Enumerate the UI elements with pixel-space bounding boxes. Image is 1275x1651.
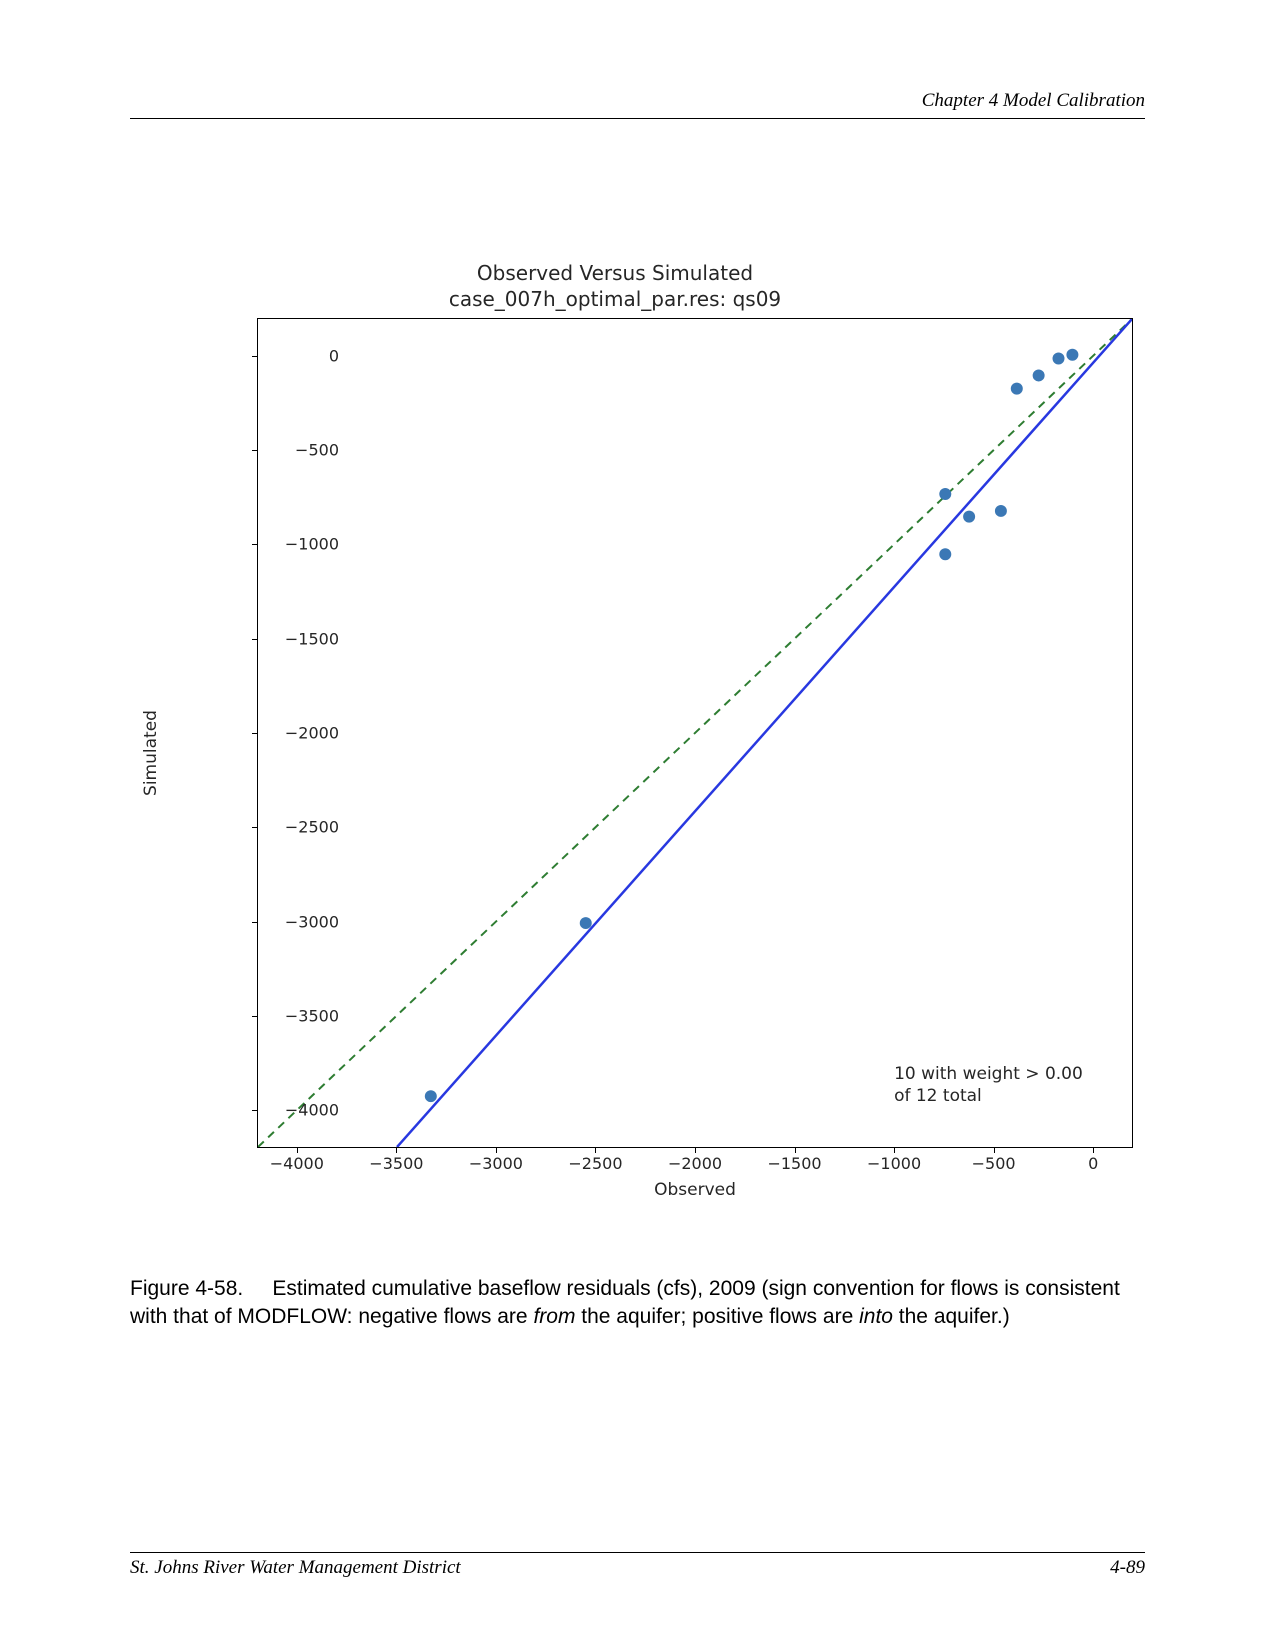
header-chapter-title: Chapter 4 Model Calibration — [130, 90, 1145, 118]
x-tick-mark — [496, 1148, 497, 1153]
x-tick-label: −500 — [972, 1154, 1016, 1173]
x-tick-label: 0 — [1088, 1154, 1098, 1173]
y-tick-mark — [252, 356, 257, 357]
y-tick-label: −3000 — [285, 912, 339, 931]
x-tick-mark — [894, 1148, 895, 1153]
x-tick-mark — [695, 1148, 696, 1153]
y-tick-mark — [252, 544, 257, 545]
y-tick-label: −3500 — [285, 1006, 339, 1025]
y-tick-label: −1000 — [285, 535, 339, 554]
y-tick-label: −1500 — [285, 629, 339, 648]
y-tick-mark — [252, 450, 257, 451]
y-tick-label: −2500 — [285, 818, 339, 837]
plot-area: Simulated Observed −4000−3500−3000−2500−… — [173, 318, 1135, 1188]
x-tick-label: −2500 — [568, 1154, 622, 1173]
axis-frame — [257, 318, 1133, 1148]
chart-annotation-line1: 10 with weight > 0.00 — [894, 1063, 1083, 1086]
y-tick-label: −2000 — [285, 724, 339, 743]
x-tick-mark — [1093, 1148, 1094, 1153]
footer-rule — [130, 1552, 1145, 1553]
y-tick-label: 0 — [329, 346, 339, 365]
caption-mid: the aquifer; positive flows are — [575, 1305, 859, 1328]
y-axis-label: Simulated — [141, 710, 161, 796]
plot-svg — [258, 319, 1132, 1147]
y-tick-mark — [252, 733, 257, 734]
caption-em-from: from — [533, 1305, 575, 1328]
x-tick-mark — [297, 1148, 298, 1153]
chart-title-line1: Observed Versus Simulated — [95, 260, 1135, 286]
y-tick-mark — [252, 827, 257, 828]
figure-number: Figure 4-58. — [130, 1277, 243, 1300]
x-tick-mark — [595, 1148, 596, 1153]
page-header: Chapter 4 Model Calibration — [130, 90, 1145, 119]
y-tick-mark — [252, 1110, 257, 1111]
page-footer: St. Johns River Water Management Distric… — [130, 1552, 1145, 1579]
chart-annotation: 10 with weight > 0.00of 12 total — [894, 1063, 1083, 1109]
figure-caption: Figure 4-58. Estimated cumulative basefl… — [130, 1275, 1145, 1332]
x-tick-label: −2000 — [668, 1154, 722, 1173]
y-tick-mark — [252, 922, 257, 923]
x-axis-label: Observed — [257, 1180, 1133, 1200]
header-rule — [130, 118, 1145, 119]
x-tick-mark — [994, 1148, 995, 1153]
chart-title-line2: case_007h_optimal_par.res: qs09 — [95, 286, 1135, 312]
caption-em-into: into — [859, 1305, 893, 1328]
x-tick-mark — [795, 1148, 796, 1153]
x-tick-label: −3500 — [369, 1154, 423, 1173]
x-tick-label: −1500 — [767, 1154, 821, 1173]
chart-annotation-line2: of 12 total — [894, 1085, 1083, 1108]
x-tick-label: −1000 — [867, 1154, 921, 1173]
y-tick-mark — [252, 1016, 257, 1017]
chart-title: Observed Versus Simulated case_007h_opti… — [95, 260, 1135, 312]
x-tick-label: −4000 — [270, 1154, 324, 1173]
caption-tail: the aquifer.) — [893, 1305, 1010, 1328]
x-tick-mark — [396, 1148, 397, 1153]
y-tick-mark — [252, 639, 257, 640]
y-tick-label: −500 — [295, 441, 339, 460]
footer-org: St. Johns River Water Management Distric… — [130, 1557, 461, 1579]
scatter-chart: Observed Versus Simulated case_007h_opti… — [95, 260, 1135, 1188]
y-tick-label: −4000 — [285, 1101, 339, 1120]
footer-page-number: 4-89 — [1110, 1557, 1145, 1579]
x-tick-label: −3000 — [469, 1154, 523, 1173]
